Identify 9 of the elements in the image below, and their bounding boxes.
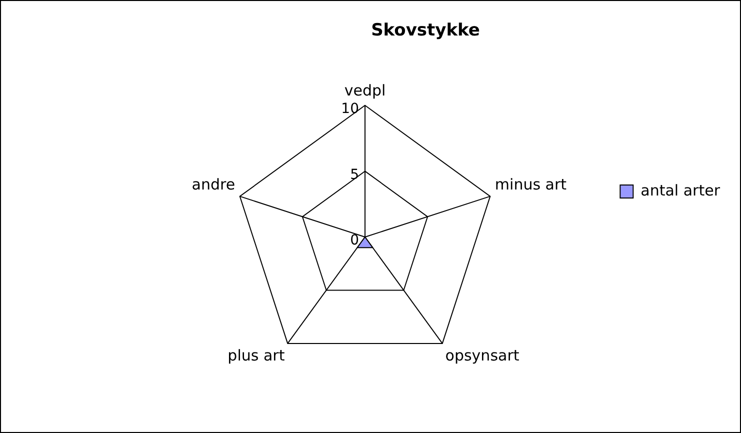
chart-title: Skovstykke [371, 20, 480, 41]
spoke-label: minus art [494, 176, 567, 194]
y-tick-label: 10 [341, 101, 359, 118]
spoke-label: opsynsart [445, 346, 520, 364]
legend-label: antal arter [640, 181, 721, 200]
spoke-label: andre [192, 176, 236, 194]
spoke-label: plus art [228, 346, 285, 364]
spoke-label: vedpl [344, 81, 386, 100]
y-tick-label: 0 [350, 232, 359, 249]
